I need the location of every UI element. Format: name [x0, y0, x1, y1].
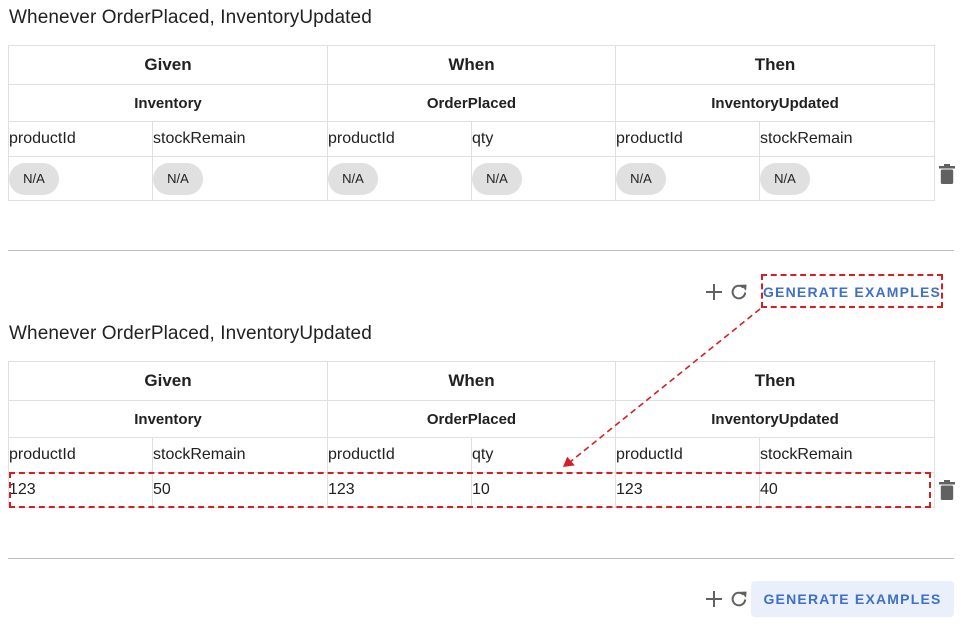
value-cell[interactable]: N/A: [471, 156, 616, 201]
value-cell[interactable]: 123: [615, 472, 760, 508]
generate-examples-button[interactable]: GENERATE EXAMPLES: [761, 274, 943, 310]
na-chip[interactable]: N/A: [9, 162, 59, 195]
refresh-icon[interactable]: [728, 588, 750, 610]
trash-icon[interactable]: [939, 480, 955, 500]
when-header: When: [327, 45, 616, 85]
refresh-icon[interactable]: [728, 281, 750, 303]
na-chip[interactable]: N/A: [153, 162, 203, 195]
given-when-then-table: Given When Then Inventory OrderPlaced In…: [8, 361, 936, 508]
scenario-title: Whenever OrderPlaced, InventoryUpdated: [9, 7, 372, 28]
when-event: OrderPlaced: [327, 400, 616, 438]
section-divider: [8, 250, 954, 251]
field-header: productId: [8, 437, 153, 473]
value-cell[interactable]: N/A: [8, 156, 153, 201]
then-event: InventoryUpdated: [614, 400, 936, 438]
field-header: stockRemain: [152, 121, 328, 157]
field-header: productId: [327, 437, 472, 473]
table-row: 123 50 123 10 123 40: [8, 472, 936, 508]
field-header: stockRemain: [758, 121, 936, 157]
highlight-box: [9, 472, 931, 508]
na-chip[interactable]: N/A: [760, 162, 810, 195]
given-aggregate: Inventory: [8, 84, 328, 122]
highlight-box: [761, 274, 943, 308]
when-event: OrderPlaced: [327, 84, 616, 122]
field-header: qty: [471, 437, 616, 473]
field-header: productId: [615, 121, 760, 157]
value-cell[interactable]: N/A: [615, 156, 760, 201]
trash-icon[interactable]: [939, 164, 955, 184]
field-header: stockRemain: [758, 437, 936, 473]
na-chip[interactable]: N/A: [472, 162, 522, 195]
section-divider: [8, 558, 954, 559]
value-cell[interactable]: N/A: [327, 156, 472, 201]
given-header: Given: [8, 45, 328, 85]
plus-icon[interactable]: [703, 588, 725, 610]
na-chip[interactable]: N/A: [328, 162, 378, 195]
field-header: productId: [8, 121, 153, 157]
then-header: Then: [614, 45, 936, 85]
field-header: productId: [615, 437, 760, 473]
table-row: N/A N/A N/A N/A N/A N/A: [8, 156, 936, 201]
scenario-title: Whenever OrderPlaced, InventoryUpdated: [9, 323, 372, 344]
value-cell[interactable]: 123: [8, 472, 153, 508]
value-cell[interactable]: 10: [471, 472, 616, 508]
na-chip[interactable]: N/A: [616, 162, 666, 195]
plus-icon[interactable]: [703, 281, 725, 303]
value-cell[interactable]: N/A: [152, 156, 328, 201]
field-header: qty: [471, 121, 616, 157]
value-cell[interactable]: N/A: [758, 156, 936, 201]
generate-examples-button[interactable]: GENERATE EXAMPLES: [751, 581, 954, 617]
given-when-then-table: Given When Then Inventory OrderPlaced In…: [8, 45, 936, 201]
